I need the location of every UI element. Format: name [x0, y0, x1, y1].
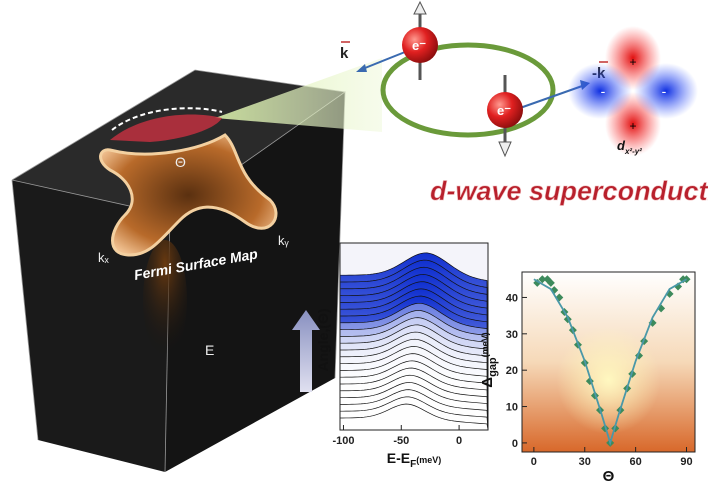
- x-tick-label: 0: [531, 456, 537, 468]
- y-tick-label: 0: [512, 438, 518, 450]
- x-label-main: E-E: [387, 450, 410, 466]
- y-tick-label: 20: [506, 365, 518, 377]
- y-axis-label: Angle,(Θ): [315, 309, 331, 372]
- x-label-unit: (meV): [416, 455, 441, 465]
- k-label: k: [340, 45, 349, 62]
- lobe-sign: -: [601, 83, 606, 99]
- plot-glow: [522, 272, 695, 452]
- electron-label: e⁻: [497, 103, 511, 118]
- charts: -100 -50 0 E-EF(meV) Angle,(Θ) 0 30 60 90 0 10 20 30…: [315, 243, 695, 483]
- headline: d-wave superconductivity: [430, 176, 708, 206]
- y-label-unit: (meV): [480, 332, 490, 357]
- energy-label: E: [205, 342, 214, 358]
- electron-label: e⁻: [412, 38, 426, 53]
- x-tick-label: -50: [393, 435, 409, 447]
- x-tick-label: 90: [680, 456, 692, 468]
- graphic: Θ kₓ kᵧ Fermi Surface Map E e⁻ e⁻ k -k +…: [0, 0, 708, 483]
- x-tick-label: 30: [579, 456, 591, 468]
- spin-head: [499, 142, 511, 156]
- x-tick-label: -100: [332, 435, 354, 447]
- y-label-sub: gap: [487, 357, 499, 377]
- ky-label: kᵧ: [278, 233, 290, 248]
- y-label-main: Δ: [479, 377, 496, 388]
- y-tick-label: 10: [506, 402, 518, 414]
- theta-label: Θ: [175, 154, 186, 170]
- lobe-sign: -: [662, 83, 667, 99]
- x-axis-label: Θ: [603, 468, 615, 483]
- x-tick-label: 0: [456, 435, 462, 447]
- lobe-sign: +: [629, 55, 636, 69]
- x-tick-label: 60: [630, 456, 642, 468]
- spin-head: [414, 2, 426, 14]
- y-tick-label: 40: [506, 292, 518, 304]
- y-tick-label: 30: [506, 329, 518, 341]
- lobe-sign: +: [629, 119, 636, 133]
- kx-label: kₓ: [98, 250, 110, 265]
- x-axis-label: E-EF(meV): [387, 450, 441, 470]
